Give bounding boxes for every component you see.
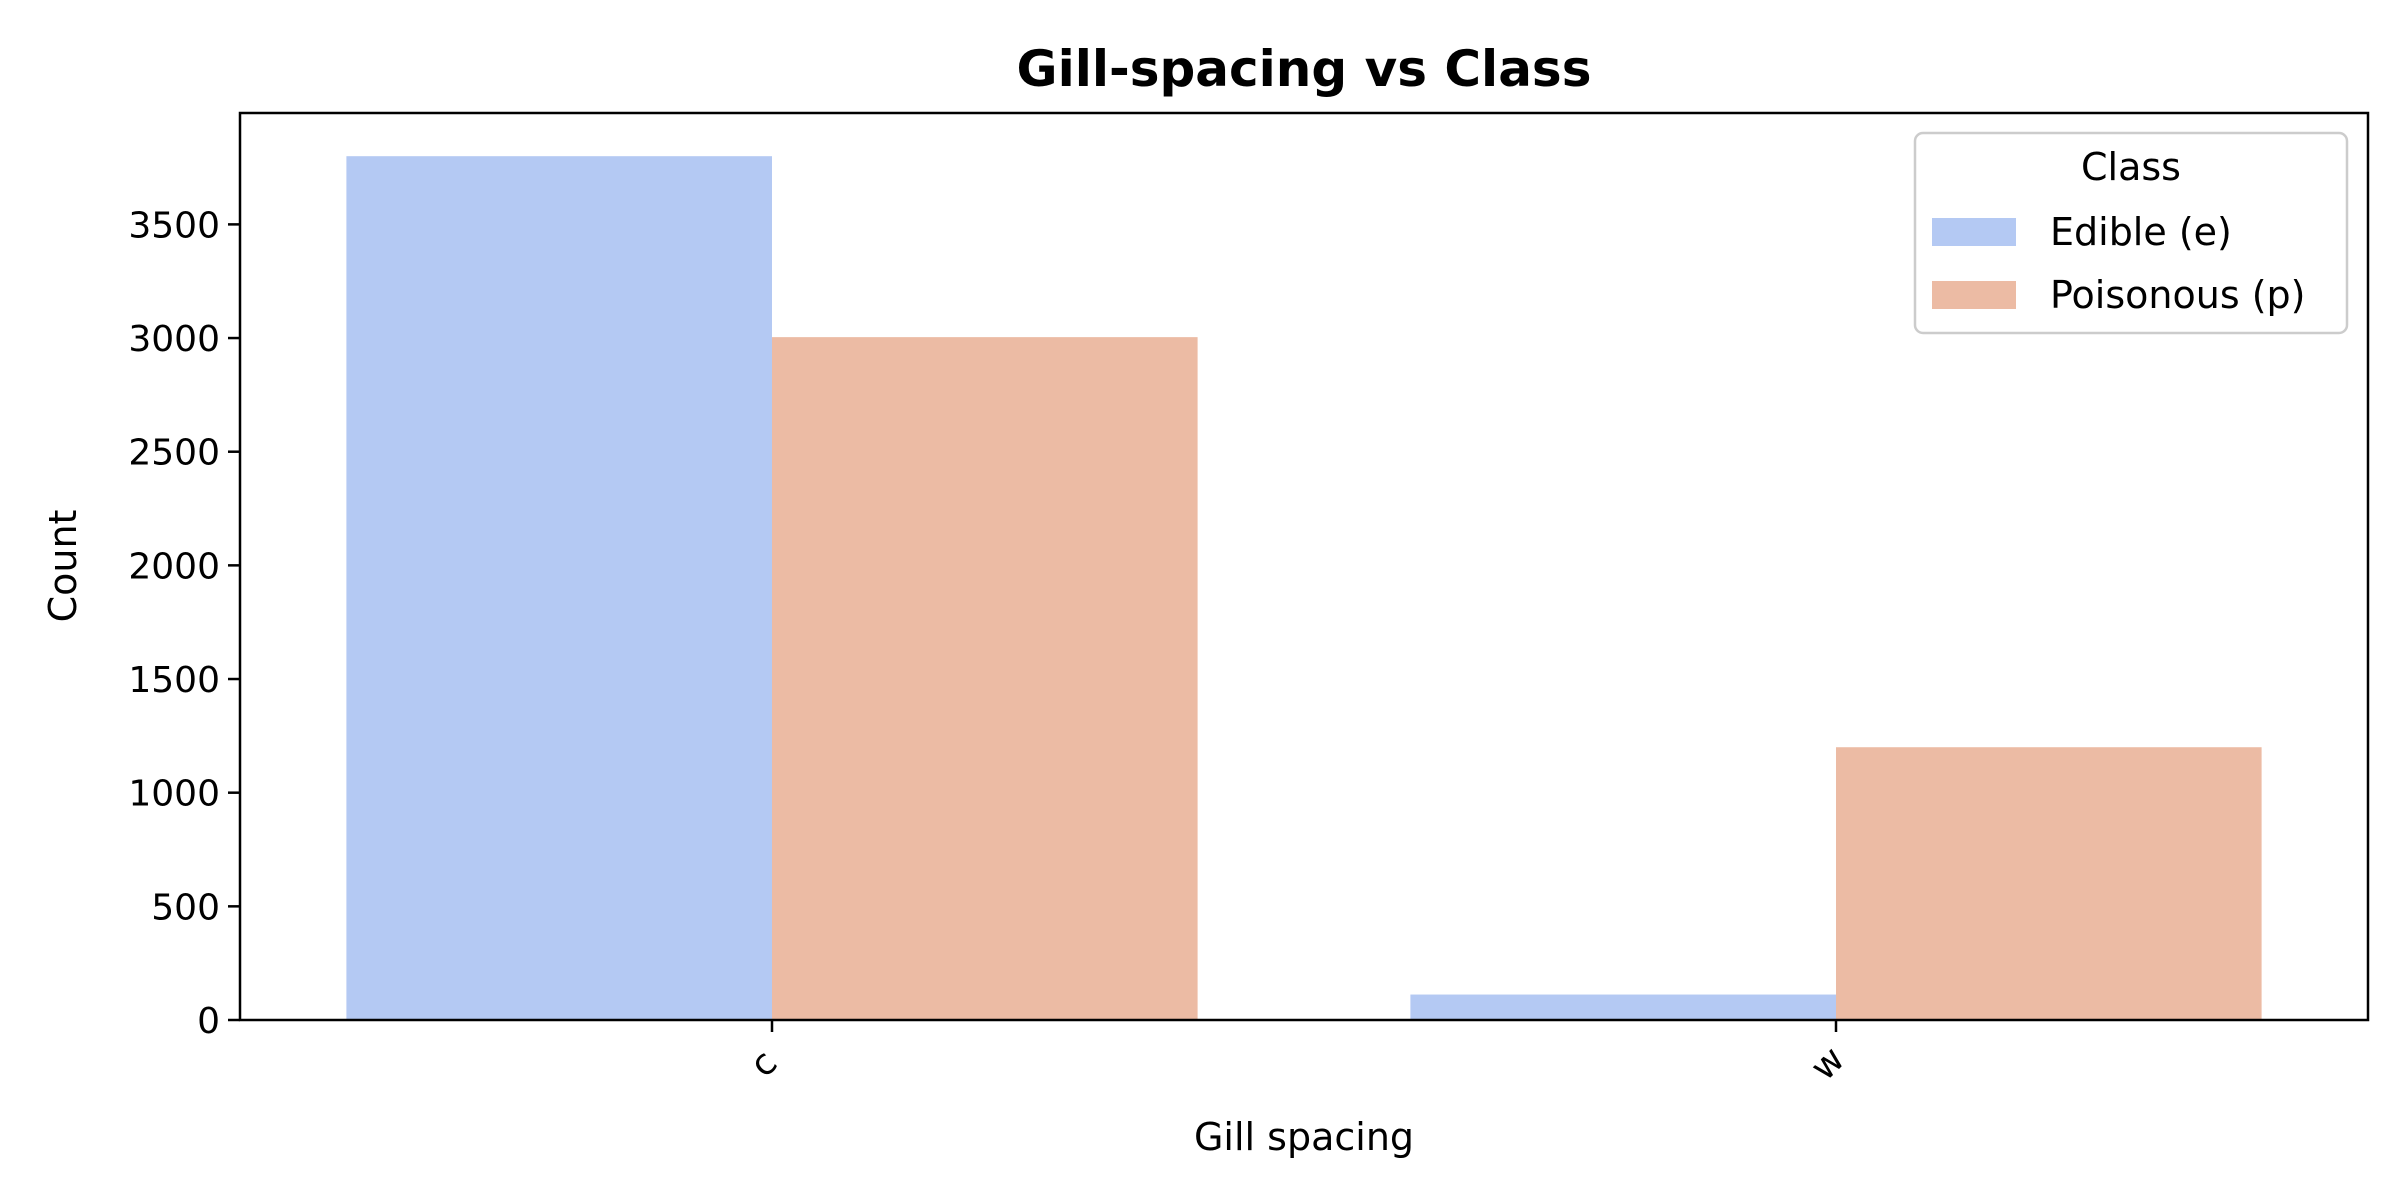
y-tick-label: 1500 (128, 660, 220, 701)
plot-frame (238, 111, 2370, 1022)
y-tick-label: 2500 (128, 433, 220, 474)
legend-label: Edible (e) (2050, 210, 2232, 254)
x-tick-label: w (1803, 1039, 1853, 1089)
legend-swatch (1932, 281, 2016, 309)
x-tick-label: c (742, 1042, 785, 1085)
y-axis-label: Count (41, 510, 85, 623)
y-tick-label: 500 (151, 887, 220, 928)
legend-title: Class (2081, 145, 2181, 189)
y-tick-label: 0 (197, 1001, 220, 1042)
bar-c-poisonous (772, 337, 1198, 1020)
legend-swatch (1932, 218, 2016, 246)
bar-w-edible (1410, 994, 1836, 1020)
legend: Class Edible (e) Poisonous (p) (1913, 131, 2349, 335)
y-tick-label: 1000 (128, 774, 220, 815)
bars (346, 156, 2262, 1020)
y-axis: 0 500 1000 1500 2000 2500 3000 3500 (128, 205, 240, 1042)
chart-title: Gill-spacing vs Class (1017, 40, 1592, 98)
legend-label: Poisonous (p) (2050, 273, 2305, 317)
y-tick-label: 2000 (128, 546, 220, 587)
x-axis-label: Gill spacing (1194, 1115, 1414, 1159)
legend-items: Edible (e) Poisonous (p) (1932, 210, 2305, 317)
bar-c-edible (346, 156, 772, 1020)
y-tick-label: 3000 (128, 319, 220, 360)
legend-box (1913, 131, 2349, 335)
y-tick-label: 3500 (128, 205, 220, 246)
bar-w-poisonous (1836, 747, 2262, 1020)
